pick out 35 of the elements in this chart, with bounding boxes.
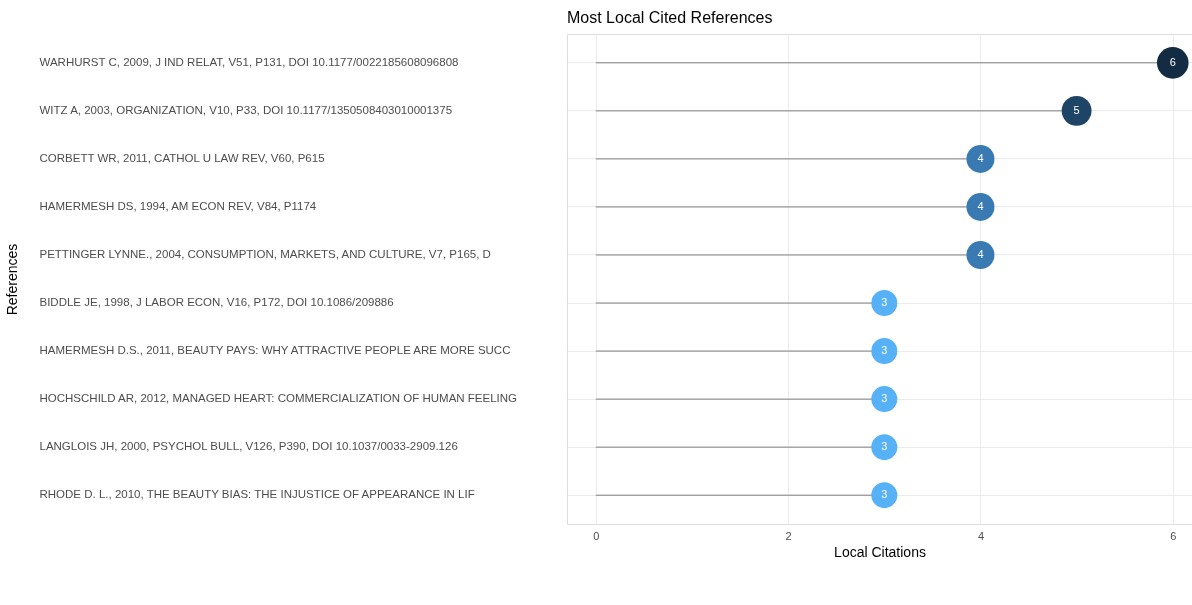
data-label: 3: [881, 392, 888, 405]
y-tick-label: PETTINGER LYNNE., 2004, CONSUMPTION, MARKETS, AND CULTURE, V7, P165, D: [39, 247, 491, 260]
data-label: 6: [1169, 55, 1176, 68]
point: [871, 386, 898, 413]
y-axis-title: References: [3, 243, 20, 316]
y-tick-label: HAMERMESH D.S., 2011, BEAUTY PAYS: WHY ATTRACTIVE PEOPLE ARE MORE SUCC: [39, 344, 511, 357]
data-label: 3: [881, 440, 888, 453]
point: [871, 290, 898, 316]
chart-title: Most Local Cited References: [567, 9, 773, 26]
x-tick-label: 2: [785, 529, 792, 542]
data-label: 3: [881, 296, 888, 309]
y-tick-label: HAMERMESH DS, 1994, AM ECON REV, V84, P1174: [39, 199, 317, 212]
data-label: 3: [881, 344, 888, 357]
point: [966, 241, 995, 269]
point: [871, 434, 898, 461]
point: [966, 192, 995, 221]
y-tick-label: HOCHSCHILD AR, 2012, MANAGED HEART: COMMERCIALIZATION OF HUMAN FEELING: [39, 392, 518, 405]
data-label: 5: [1073, 103, 1080, 116]
y-tick-label: RHODE D. L., 2010, THE BEAUTY BIAS: THE INJUSTICE OF APPEARANCE IN LIF: [39, 488, 475, 501]
data-label: 4: [977, 247, 984, 260]
data-label: 4: [977, 151, 984, 164]
x-tick-label: 0: [593, 529, 600, 542]
y-tick-label: LANGLOIS JH, 2000, PSYCHOL BULL, V126, P390, DOI 10.1037/0033-2909.126: [39, 440, 458, 453]
y-tick-label: CORBETT WR, 2011, CATHOL U LAW REV, V60, P615: [39, 151, 325, 164]
x-tick-label: 6: [1170, 529, 1177, 542]
data-label: 3: [881, 488, 888, 501]
y-tick-label: WARHURST C, 2009, J IND RELAT, V51, P131, DOI 10.1177/0022185608096808: [39, 55, 459, 68]
x-tick-label: 4: [977, 529, 985, 542]
point: [871, 338, 898, 365]
y-tick-label: WITZ A, 2003, ORGANIZATION, V10, P33, DOI 10.1177/1350508403010001375: [39, 103, 453, 116]
y-tick-label: BIDDLE JE, 1998, J LABOR ECON, V16, P172, DOI 10.1086/209886: [39, 296, 394, 309]
data-label: 4: [977, 199, 984, 212]
point: [871, 482, 898, 509]
x-axis-title: Local Citations: [834, 543, 926, 560]
point: [966, 144, 995, 173]
